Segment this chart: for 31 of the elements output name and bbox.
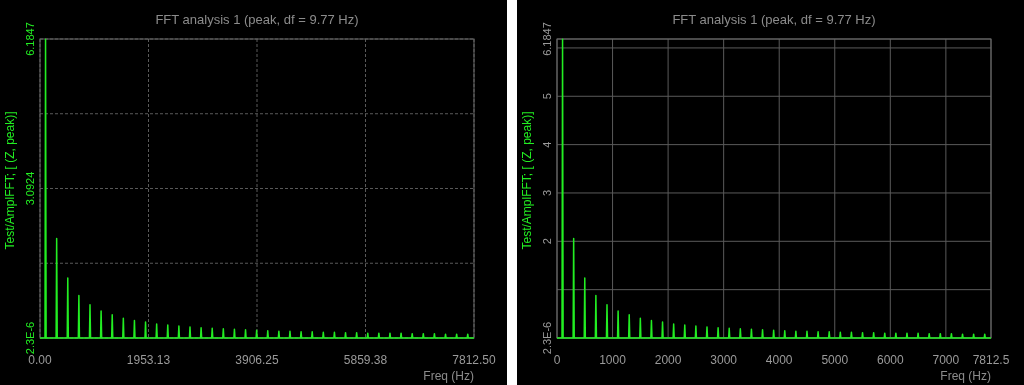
y-axis-title: Test/AmplFFT; [ (Z, peak)]: [3, 111, 17, 250]
x-tick-label: 7812.50: [452, 353, 497, 367]
y-tick-label: 3.0924: [24, 171, 36, 206]
chart-title: FFT analysis 1 (peak, df = 9.77 Hz): [672, 12, 876, 27]
x-tick-label: 1953.13: [126, 353, 171, 367]
x-tick-label: 1000: [599, 353, 627, 367]
y-axis-title: Test/AmplFFT; [ (Z, peak)]: [520, 111, 534, 250]
y-tick-label: 6.1847: [541, 22, 553, 56]
y-tick-label: 6.1847: [24, 22, 36, 56]
x-tick-label: 3000: [710, 353, 738, 367]
x-tick-label: 5000: [821, 353, 849, 367]
y-tick-label: 2: [541, 238, 553, 245]
x-tick-label: 4000: [765, 353, 793, 367]
y-tick-label: 2.3E-6: [541, 321, 553, 355]
x-tick-label: 6000: [876, 353, 904, 367]
x-tick-label: 5859.38: [343, 353, 388, 367]
y-tick-label: 5: [541, 93, 553, 100]
y-tick-label: 2.3E-6: [24, 321, 36, 355]
x-axis-title: Freq (Hz): [940, 369, 991, 383]
y-tick-label: 3: [541, 189, 553, 197]
y-tick-label: 4: [541, 141, 553, 148]
x-tick-label: 7000: [932, 353, 960, 367]
x-tick-label: 3906.25: [235, 353, 280, 367]
line-series: [39, 38, 475, 339]
line-series: [556, 38, 992, 339]
x-tick-label: 0.00: [28, 353, 52, 367]
chart-title: FFT analysis 1 (peak, df = 9.77 Hz): [155, 12, 359, 27]
x-tick-label: 0: [553, 353, 561, 367]
x-axis-title: Freq (Hz): [423, 369, 474, 383]
x-tick-label: 7812.5: [972, 353, 1010, 367]
x-tick-label: 2000: [654, 353, 682, 367]
